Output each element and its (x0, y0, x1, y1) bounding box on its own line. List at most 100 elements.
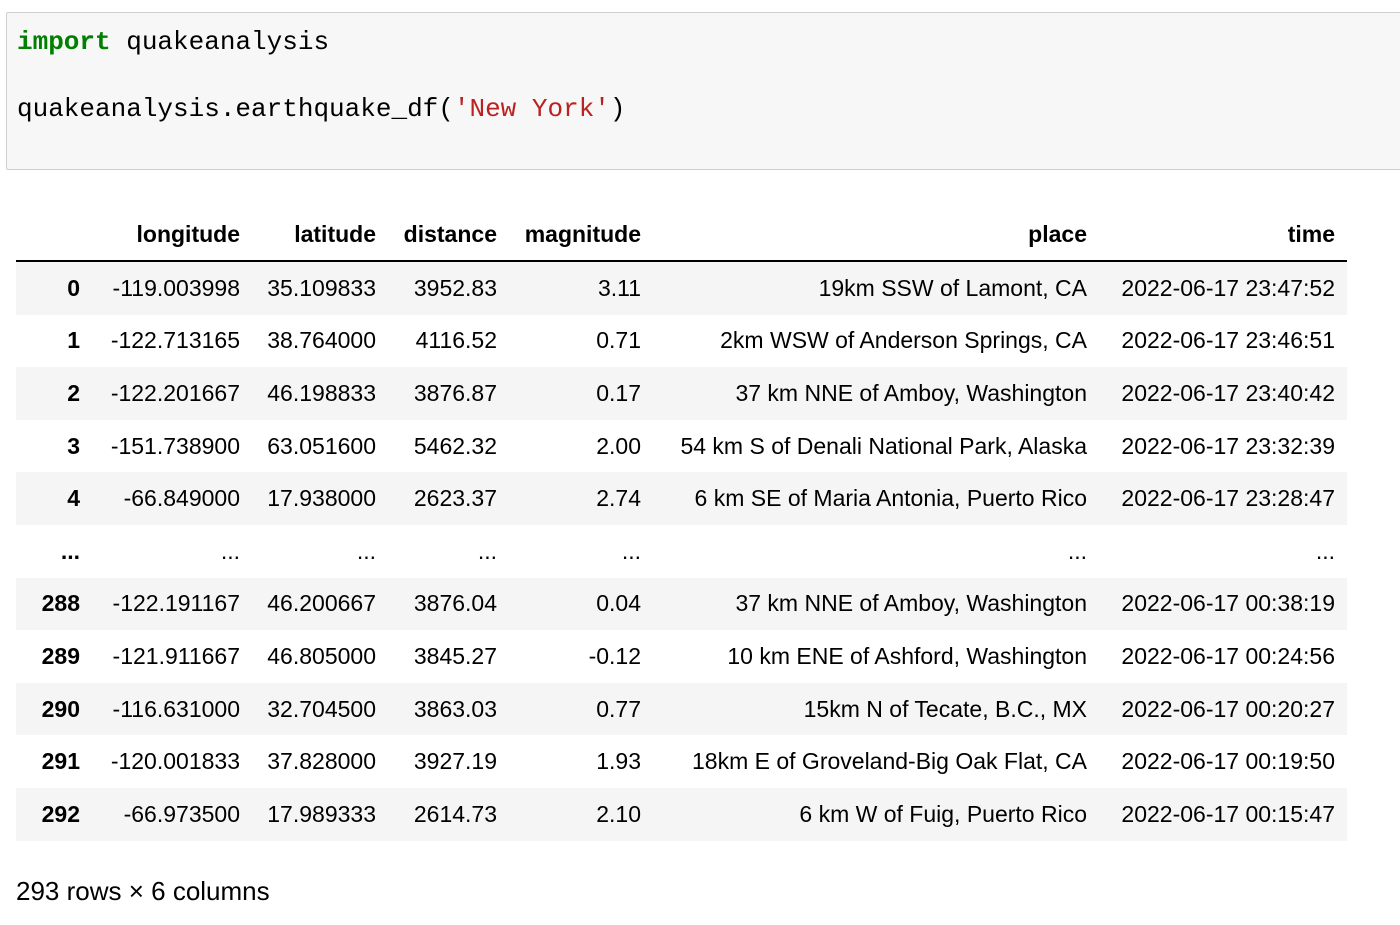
index-header (16, 208, 92, 262)
row-index: 3 (67, 432, 80, 459)
cell-magnitude: 0.17 (596, 379, 641, 406)
code-keyword: import (17, 27, 111, 57)
cell-distance: ... (477, 537, 497, 564)
cell-time: 2022-06-17 00:24:56 (1121, 642, 1335, 669)
table-row: 1 -122.713165 38.764000 4116.52 0.71 2km… (16, 314, 1347, 368)
column-header-time: time (1099, 208, 1347, 262)
column-header-distance: distance (388, 208, 509, 262)
cell-longitude: -122.201667 (110, 379, 240, 406)
cell-distance: 3845.27 (413, 642, 497, 669)
cell-longitude: -121.911667 (112, 642, 240, 669)
cell-longitude: -116.631000 (112, 695, 240, 722)
cell-time: 2022-06-17 00:20:27 (1121, 695, 1335, 722)
cell-longitude: -122.713165 (110, 327, 240, 354)
cell-distance: 3876.87 (413, 379, 497, 406)
cell-time: 2022-06-17 00:38:19 (1121, 590, 1335, 617)
cell-magnitude: 1.93 (596, 748, 641, 775)
cell-magnitude: ... (621, 537, 641, 564)
cell-distance: 2623.37 (413, 485, 497, 512)
cell-distance: 2614.73 (413, 800, 497, 827)
cell-time: 2022-06-17 00:15:47 (1121, 800, 1335, 827)
table-row: 3 -151.738900 63.051600 5462.32 2.00 54 … (16, 419, 1347, 473)
table-row: 2 -122.201667 46.198833 3876.87 0.17 37 … (16, 367, 1347, 420)
row-index: 290 (41, 695, 80, 722)
code-cell[interactable]: import quakeanalysis quakeanalysis.earth… (6, 12, 1400, 170)
cell-magnitude: 2.74 (596, 485, 641, 512)
cell-distance: 3927.19 (413, 748, 497, 775)
cell-place: ... (1067, 537, 1087, 564)
cell-place: 19km SSW of Lamont, CA (818, 274, 1087, 301)
header-row: longitude latitude distance magnitude pl… (16, 208, 1347, 262)
cell-magnitude: 0.77 (596, 695, 641, 722)
column-header-longitude: longitude (92, 208, 252, 262)
dataframe-table: longitude latitude distance magnitude pl… (16, 208, 1347, 841)
cell-place: 6 km SE of Maria Antonia, Puerto Rico (694, 485, 1087, 512)
table-row: 292 -66.973500 17.989333 2614.73 2.10 6 … (16, 787, 1347, 841)
cell-place: 6 km W of Fuig, Puerto Rico (799, 800, 1087, 827)
row-index: 292 (41, 800, 80, 827)
column-header-place: place (653, 208, 1099, 262)
dataframe-shape-text: 293 rows × 6 columns (16, 876, 270, 906)
cell-magnitude: -0.12 (588, 642, 641, 669)
row-index: 4 (67, 485, 80, 512)
cell-time: 2022-06-17 23:47:52 (1121, 274, 1335, 301)
cell-latitude: 32.704500 (267, 695, 376, 722)
cell-latitude: 46.805000 (267, 642, 376, 669)
cell-magnitude: 2.00 (596, 432, 641, 459)
cell-latitude: 46.198833 (267, 379, 376, 406)
cell-latitude: 38.764000 (267, 327, 376, 354)
cell-time: 2022-06-17 23:40:42 (1121, 379, 1335, 406)
code-call-suffix: ) (609, 94, 626, 124)
row-index: 1 (67, 327, 80, 354)
cell-place: 37 km NNE of Amboy, Washington (735, 379, 1087, 406)
cell-longitude: -66.849000 (123, 485, 240, 512)
cell-time: 2022-06-17 23:46:51 (1121, 327, 1335, 354)
row-index: 0 (67, 274, 80, 301)
cell-magnitude: 0.71 (596, 327, 641, 354)
cell-distance: 3863.03 (413, 695, 497, 722)
row-index: 288 (41, 590, 80, 617)
cell-latitude: 17.989333 (267, 800, 376, 827)
cell-magnitude: 3.11 (597, 274, 641, 301)
cell-latitude: 46.200667 (267, 590, 376, 617)
table-row: 4 -66.849000 17.938000 2623.37 2.74 6 km… (16, 472, 1347, 525)
cell-place: 37 km NNE of Amboy, Washington (735, 590, 1087, 617)
cell-latitude: 35.109833 (267, 274, 376, 301)
cell-place: 2km WSW of Anderson Springs, CA (720, 327, 1087, 354)
cell-latitude: 63.051600 (267, 432, 376, 459)
cell-magnitude: 0.04 (596, 590, 641, 617)
cell-longitude: -120.001833 (110, 748, 240, 775)
ellipsis-row: ... ... ... ... ... ... ... (16, 524, 1347, 578)
cell-longitude: -66.973500 (123, 800, 240, 827)
code-line-import: import quakeanalysis (17, 27, 329, 57)
code-string-literal: 'New York' (453, 94, 610, 124)
row-index: ... (60, 537, 80, 564)
row-index: 291 (41, 748, 80, 775)
table-body: 0 -119.003998 35.109833 3952.83 3.11 19k… (16, 261, 1347, 841)
cell-place: 10 km ENE of Ashford, Washington (727, 642, 1087, 669)
table-row: 290 -116.631000 32.704500 3863.03 0.77 1… (16, 682, 1347, 736)
code-module-name: quakeanalysis (110, 27, 330, 57)
cell-place: 18km E of Groveland-Big Oak Flat, CA (692, 748, 1087, 775)
cell-distance: 5462.32 (413, 432, 497, 459)
cell-time: 2022-06-17 00:19:50 (1121, 748, 1335, 775)
cell-latitude: 37.828000 (267, 748, 376, 775)
cell-time: ... (1315, 537, 1335, 564)
row-index: 2 (67, 379, 80, 406)
cell-longitude: -122.191167 (112, 590, 240, 617)
table-row: 289 -121.911667 46.805000 3845.27 -0.12 … (16, 630, 1347, 683)
table-header: longitude latitude distance magnitude pl… (16, 208, 1347, 262)
cell-place: 54 km S of Denali National Park, Alaska (680, 432, 1087, 459)
cell-time: 2022-06-17 23:32:39 (1121, 432, 1335, 459)
code-line-call: quakeanalysis.earthquake_df('New York') (17, 94, 626, 124)
column-header-magnitude: magnitude (509, 208, 653, 262)
cell-distance: 3952.83 (413, 274, 497, 301)
cell-longitude: -119.003998 (112, 274, 240, 301)
cell-distance: 4116.52 (415, 327, 497, 354)
cell-longitude: -151.738900 (110, 432, 240, 459)
cell-magnitude: 2.10 (596, 800, 641, 827)
cell-latitude: 17.938000 (267, 485, 376, 512)
cell-distance: 3876.04 (413, 590, 497, 617)
cell-time: 2022-06-17 23:28:47 (1121, 485, 1335, 512)
column-header-latitude: latitude (252, 208, 388, 262)
